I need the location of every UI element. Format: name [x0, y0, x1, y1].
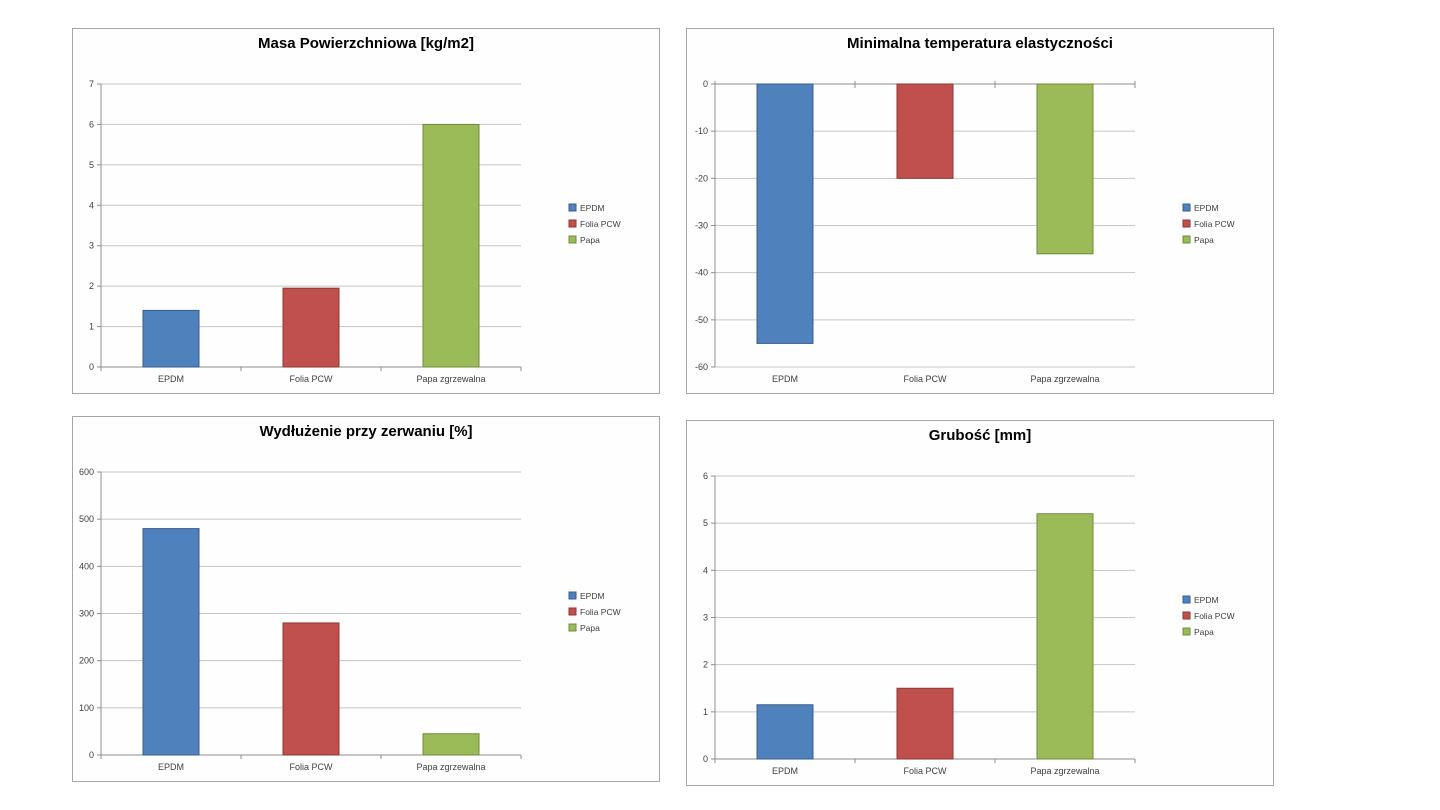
bar-folia-pcw [896, 83, 954, 179]
y-tick-label: 2 [89, 281, 94, 291]
y-tick-label: 100 [79, 703, 94, 713]
chart-panel-grubosc: Grubość [mm] 0 1 2 3 4 5 6 EPDM Folia PCW Papa zg… [686, 420, 1274, 786]
y-tick-label: 0 [89, 362, 94, 372]
bar-folia-pcw [282, 622, 340, 756]
legend-swatch-folia-pcw [1182, 219, 1191, 228]
x-category-label: EPDM [158, 374, 184, 384]
legend-label-folia-pcw: Folia PCW [580, 219, 621, 229]
legend-swatch-papa [1182, 235, 1191, 244]
legend-label-epdm: EPDM [1194, 595, 1219, 605]
legend-label-folia-pcw: Folia PCW [580, 607, 621, 617]
masa-powierzchniowa-chart: 0 1 2 3 4 5 6 7 EPDM Folia PCW Papa zgrzewalna EPDM… [89, 79, 621, 384]
y-tick-label: 6 [89, 119, 94, 129]
y-tick-label: -50 [695, 315, 708, 325]
bar-epdm [142, 309, 200, 368]
x-category-label: Folia PCW [903, 374, 947, 384]
y-tick-label: 5 [703, 518, 708, 528]
legend-label-papa: Papa [1194, 627, 1214, 637]
legend-label-folia-pcw: Folia PCW [1194, 611, 1235, 621]
x-category-label: Papa zgrzewalna [416, 762, 485, 772]
chart-title: Grubość [mm] [928, 427, 1032, 444]
x-category-label: Folia PCW [903, 766, 947, 776]
y-tick-label: 4 [703, 565, 708, 575]
y-tick-label: 5 [89, 160, 94, 170]
y-tick-label: 1 [703, 707, 708, 717]
minimalna-temperatura-chart: -60 -50 -40 -30 -20 -10 0 EPDM Folia PCW Papa zgr… [695, 79, 1235, 384]
x-category-label: Papa zgrzewalna [1030, 374, 1099, 384]
y-tick-label: 0 [89, 750, 94, 760]
chart-title: Masa Powierzchniowa [kg/m2] [258, 35, 474, 52]
legend-swatch-papa [1182, 627, 1191, 636]
y-tick-label: -30 [695, 221, 708, 231]
legend-swatch-papa [568, 235, 577, 244]
y-tick-label: -20 [695, 173, 708, 183]
y-tick-label: 2 [703, 660, 708, 670]
y-tick-label: 6 [703, 471, 708, 481]
y-tick-label: 1 [89, 322, 94, 332]
legend-swatch-folia-pcw [568, 607, 577, 616]
y-tick-label: 4 [89, 200, 94, 210]
y-tick-label: 400 [79, 561, 94, 571]
bar-papa-zgrzewalna [1036, 513, 1094, 760]
legend-label-papa: Papa [1194, 235, 1214, 245]
y-tick-label: -10 [695, 126, 708, 136]
legend-swatch-epdm [1182, 595, 1191, 604]
legend-label-papa: Papa [580, 235, 600, 245]
y-tick-label: 3 [703, 613, 708, 623]
bar-folia-pcw [282, 287, 340, 368]
x-category-label: EPDM [158, 762, 184, 772]
legend-swatch-epdm [568, 591, 577, 600]
legend-label-epdm: EPDM [1194, 203, 1219, 213]
x-category-label: Folia PCW [289, 374, 333, 384]
chart-panel-wydluzenie: Wydłużenie przy zerwaniu [%] 0 100 200 300 4… [72, 416, 660, 782]
bar-epdm [756, 83, 814, 344]
y-tick-label: 3 [89, 241, 94, 251]
legend-label-folia-pcw: Folia PCW [1194, 219, 1235, 229]
x-category-label: Folia PCW [289, 762, 333, 772]
y-tick-label: 300 [79, 609, 94, 619]
chart-title: Minimalna temperatura elastyczności [847, 35, 1113, 52]
grubosc-chart: 0 1 2 3 4 5 6 EPDM Folia PCW Papa zgrzewalna EPDM F… [703, 471, 1235, 776]
y-tick-label: -60 [695, 362, 708, 372]
chart-panel-minimalna-temperatura: Minimalna temperatura elastyczności -60-… [686, 28, 1274, 394]
chart-panel-masa-powierzchniowa: Masa Powierzchniowa [kg/m2] 0 1 2 3 4 5 6 7 EPDM… [72, 28, 660, 394]
y-tick-label: -40 [695, 268, 708, 278]
legend-label-epdm: EPDM [580, 203, 605, 213]
legend-swatch-folia-pcw [1182, 611, 1191, 620]
legend-label-epdm: EPDM [580, 591, 605, 601]
bar-papa-zgrzewalna [422, 733, 480, 756]
bar-folia-pcw [896, 687, 954, 760]
x-category-label: Papa zgrzewalna [1030, 766, 1099, 776]
bar-epdm [756, 704, 814, 760]
legend-swatch-epdm [568, 203, 577, 212]
legend-label-papa: Papa [580, 623, 600, 633]
legend-swatch-folia-pcw [568, 219, 577, 228]
y-tick-label: 0 [703, 79, 708, 89]
x-category-label: Papa zgrzewalna [416, 374, 485, 384]
legend-swatch-papa [568, 623, 577, 632]
x-category-label: EPDM [772, 374, 798, 384]
legend-swatch-epdm [1182, 203, 1191, 212]
y-tick-label: 600 [79, 467, 94, 477]
bar-papa-zgrzewalna [1036, 83, 1094, 255]
wydluzenie-chart: 0 100 200 300 400 500 600 EPDM Folia PCW Papa zgr… [79, 467, 621, 772]
bar-papa-zgrzewalna [422, 123, 480, 368]
y-tick-label: 500 [79, 514, 94, 524]
chart-title: Wydłużenie przy zerwaniu [%] [259, 423, 473, 440]
x-category-label: EPDM [772, 766, 798, 776]
y-tick-label: 0 [703, 754, 708, 764]
y-tick-label: 200 [79, 656, 94, 666]
bar-epdm [142, 528, 200, 756]
y-tick-label: 7 [89, 79, 94, 89]
